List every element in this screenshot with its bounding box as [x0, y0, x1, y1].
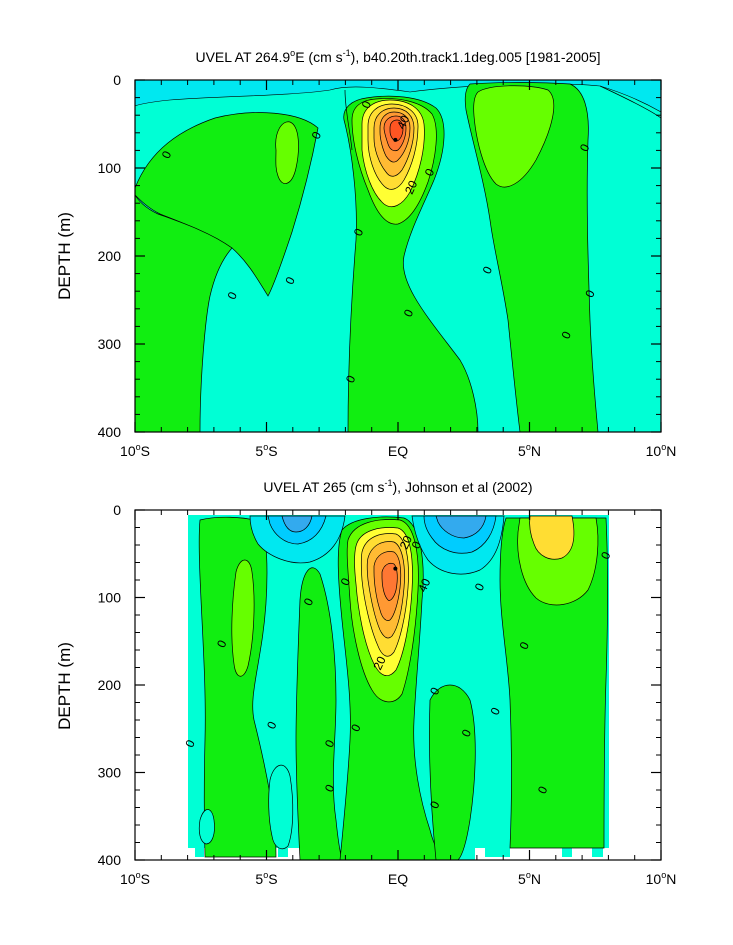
max-value-dot: [393, 137, 398, 142]
contour-label: 40: [415, 576, 433, 594]
bottom-band-north-yellow: [529, 515, 575, 560]
top-x-ticks: 10oS 5oS EQ 5oN 10oN: [120, 80, 676, 459]
contour-label: 40: [394, 113, 412, 131]
top-band-south-cell: [275, 121, 299, 184]
x-tick-label: 5oN: [518, 870, 541, 887]
top-contour-line-a: [344, 89, 353, 151]
bottom-band-south-cell: [231, 559, 255, 677]
y-tick-label: 0: [113, 72, 121, 88]
x-tick-label: 5oS: [255, 442, 277, 459]
bottom-panel-title: UVEL AT 265 (cm s-1), Johnson et al (200…: [263, 478, 532, 495]
top-band-north-cell: [473, 85, 555, 188]
x-tick-label: 10oS: [120, 870, 150, 887]
x-tick-label: 10oN: [646, 442, 677, 459]
bottom-band-deep-cyan: [268, 764, 294, 850]
y-tick-label: 300: [98, 336, 122, 352]
bottom-x-ticks: 10oS 5oS EQ 5oN 10oN: [120, 510, 676, 887]
y-tick-label: 0: [113, 502, 121, 518]
contour-label: 20: [397, 533, 415, 551]
top-contour-line-b: [599, 85, 661, 119]
y-tick-label: 400: [98, 852, 122, 868]
y-tick-label: 400: [98, 424, 122, 440]
y-tick-label: 200: [98, 677, 122, 693]
top-panel-title: UVEL AT 264.9oE (cm s-1), b40.20th.track…: [195, 48, 600, 65]
x-tick-label: EQ: [388, 871, 408, 887]
y-tick-label: 300: [98, 765, 122, 781]
top-y-ticks: 0 100 200 300 400: [98, 72, 661, 440]
contour-label: 20: [370, 654, 388, 672]
bottom-band-deep-green: [429, 684, 476, 860]
x-tick-label: 10oN: [646, 870, 677, 887]
top-max-marker: [393, 137, 398, 142]
bottom-y-axis-label: DEPTH (m): [55, 642, 74, 730]
bottom-y-ticks: 0 100 200 300 400: [98, 502, 661, 868]
bottom-max-marker: [393, 566, 398, 571]
max-value-dot: [393, 566, 398, 571]
bottom-band-neg-6: [435, 515, 487, 539]
bottom-band-eq-core-5: [381, 562, 398, 601]
bottom-contour-field: [188, 515, 609, 860]
x-tick-label: EQ: [388, 443, 408, 459]
top-y-axis-label: DEPTH (m): [55, 212, 74, 300]
y-tick-label: 200: [98, 248, 122, 264]
contour-label: 20: [402, 178, 420, 196]
x-tick-label: 5oN: [518, 442, 541, 459]
top-band-south-green-fill: [135, 188, 233, 432]
bottom-band-sw-cyan: [198, 809, 215, 845]
bottom-band-north-green: [499, 517, 608, 849]
x-tick-label: 10oS: [120, 442, 150, 459]
bottom-panel: UVEL AT 265 (cm s-1), Johnson et al (200…: [55, 478, 676, 887]
x-tick-label: 5oS: [255, 870, 277, 887]
top-panel: UVEL AT 264.9oE (cm s-1), b40.20th.track…: [55, 48, 676, 459]
top-band-eq-core-6: [389, 119, 404, 142]
y-tick-label: 100: [98, 160, 122, 176]
y-tick-label: 100: [98, 590, 122, 606]
bottom-band-mid-green: [295, 567, 343, 860]
bottom-band-neg-3: [281, 515, 313, 533]
top-contour-field: [135, 80, 661, 432]
